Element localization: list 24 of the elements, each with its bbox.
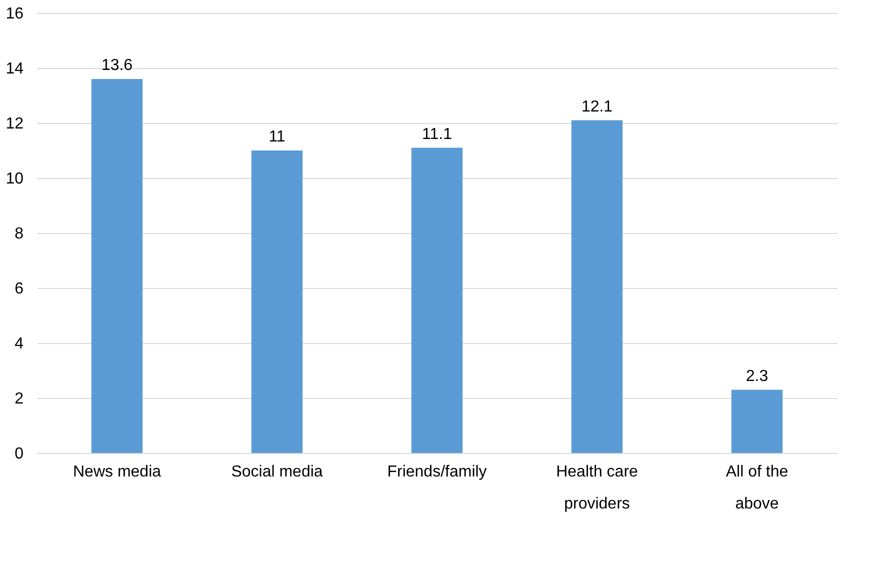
x-tick-label: Health care providers — [556, 464, 638, 512]
data-label: 11 — [268, 128, 286, 146]
data-label: 2.3 — [746, 368, 768, 385]
data-label: 11.1 — [422, 126, 452, 143]
y-tick-label: 10 — [6, 170, 24, 188]
x-tick-label: All of the above — [726, 464, 788, 512]
bar — [251, 150, 303, 453]
y-tick-label: 0 — [14, 446, 24, 462]
y-tick-label: 14 — [6, 60, 24, 78]
x-tick-label: Social media — [231, 464, 323, 480]
bar — [571, 120, 623, 453]
y-tick-label: 8 — [14, 226, 24, 242]
data-label: 13.6 — [101, 57, 133, 74]
x-tick-label: Friends/family — [387, 464, 487, 480]
y-tick-label: 6 — [14, 280, 24, 298]
data-label: 12.1 — [581, 98, 613, 116]
x-tick-label: News media — [72, 464, 162, 480]
bar — [91, 79, 143, 453]
bar — [731, 390, 783, 453]
y-tick-label: 4 — [14, 336, 24, 352]
y-tick-label: 2 — [14, 390, 24, 408]
y-tick-label: 12 — [6, 116, 24, 132]
bar — [411, 148, 463, 453]
y-tick-label: 16 — [6, 6, 24, 22]
